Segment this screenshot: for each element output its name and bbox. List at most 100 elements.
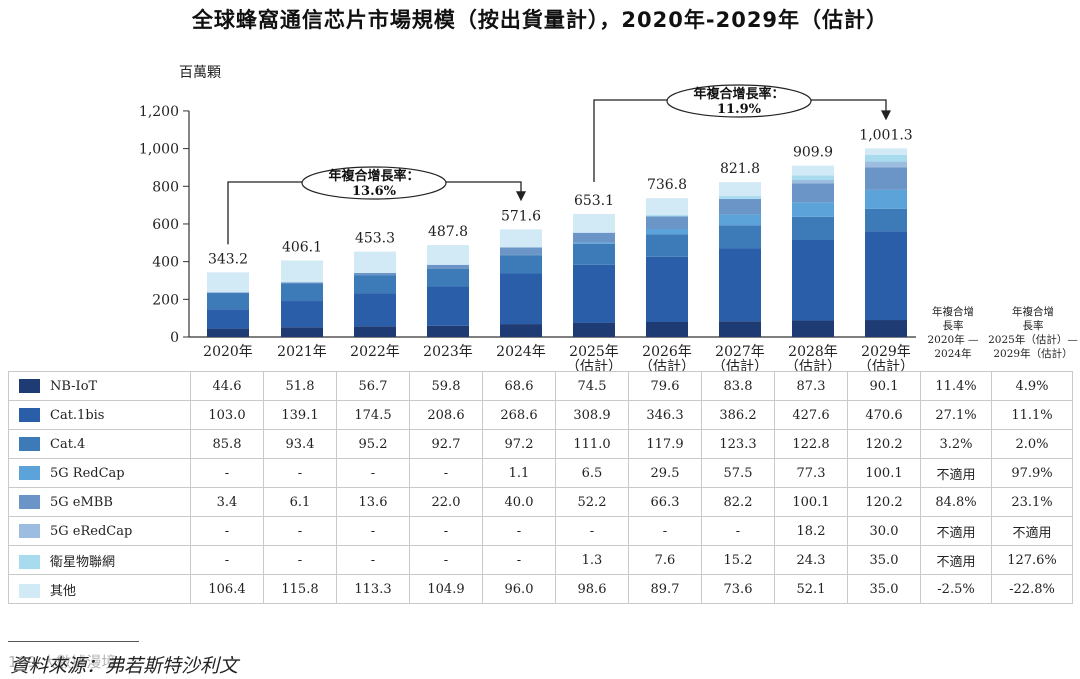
cagr-column-header: 2029年（估計） — [993, 347, 1072, 360]
bar-segment-5G eMBB — [792, 183, 834, 203]
table-cell-value: - — [409, 458, 483, 488]
table-cell-value: 100.1 — [774, 487, 848, 517]
table-row: 5G eRedCap - - - - - - - -18.2 30.0 不適用 不適用 — [8, 516, 1073, 546]
table-cell-value: 35.0 — [847, 574, 921, 604]
cagr-column-header: 長率 — [1023, 319, 1044, 332]
series-name: 5G eRedCap — [50, 523, 133, 539]
cagr-column-header: 長率 — [943, 319, 964, 332]
bar-segment-Cat.4 — [281, 283, 323, 302]
x-tick-label: 2021年 — [277, 344, 327, 360]
table-cell-value: 13.6 — [336, 487, 410, 517]
bar-segment-其他 — [573, 213, 615, 233]
table-cell-value: 35.0 — [847, 545, 921, 575]
table-cell-value: 52.1 — [774, 574, 848, 604]
bar-segment-5G eRedCap — [792, 180, 834, 184]
table-cell-cagr: 97.9% — [991, 458, 1073, 488]
table-cell-value: 123.3 — [701, 429, 775, 459]
bar-segment-5G eMBB — [281, 282, 323, 284]
bar-segment-Cat.4 — [792, 216, 834, 240]
table-cell-value: - — [336, 545, 410, 575]
table-cell-value: 74.5 — [555, 371, 629, 401]
table-cell-value: - — [336, 458, 410, 488]
table-cell-value: 104.9 — [409, 574, 483, 604]
bar-total-label: 736.8 — [647, 177, 687, 193]
bar-segment-5G RedCap — [792, 202, 834, 217]
bar-segment-衛星物聯網 — [865, 154, 907, 162]
table-cell-value: 308.9 — [555, 400, 629, 430]
bar-segment-Cat.1bis — [865, 231, 907, 321]
bar-segment-Cat.4 — [354, 275, 396, 294]
table-row: 衛星物聯網 - - - - -1.3 7.6 15.2 24.3 35.0 不適用 127.6% — [8, 545, 1073, 575]
table-cell-value: - — [701, 516, 775, 546]
table-cell-value: 22.0 — [409, 487, 483, 517]
table-cell-value: 83.8 — [701, 371, 775, 401]
cagr-label: 年複合增長率： — [693, 86, 784, 102]
bar-segment-5G eMBB — [719, 198, 761, 215]
table-cell-cagr: 不適用 — [991, 516, 1073, 546]
table-cell-value: - — [555, 516, 629, 546]
table-cell-value: 90.1 — [847, 371, 921, 401]
table-cell-value: 6.1 — [263, 487, 337, 517]
table-row: 5G RedCap - - - -1.1 6.5 29.5 57.5 77.3 100.1 不適用 9… — [8, 458, 1073, 488]
table-row: Cat.1bis 103.0 139.1 174.5 208.6 268.6 308.9 34… — [8, 400, 1073, 430]
table-cell-value: 97.2 — [482, 429, 556, 459]
series-name: Cat.4 — [50, 436, 86, 452]
bar-segment-Cat.4 — [427, 268, 469, 287]
bar-segment-Cat.1bis — [427, 286, 469, 326]
table-cell-value: 346.3 — [628, 400, 702, 430]
table-cell-value: 24.3 — [774, 545, 848, 575]
table-cell-cagr: 不適用 — [920, 458, 992, 488]
table-cell-value: 174.5 — [336, 400, 410, 430]
bar-total-label: 653.1 — [574, 193, 614, 209]
bar-segment-其他 — [792, 165, 834, 176]
table-cell-value: 92.7 — [409, 429, 483, 459]
table-cell-value: 66.3 — [628, 487, 702, 517]
bar-segment-NB-IoT — [354, 326, 396, 337]
x-tick-label: 2020年 — [203, 344, 253, 360]
table-cell-value: 1.1 — [482, 458, 556, 488]
cagr-label: 年複合增長率： — [328, 168, 419, 184]
bar-segment-NB-IoT — [427, 325, 469, 337]
bar-segment-衛星物聯網 — [719, 196, 761, 199]
table-cell-value: 87.3 — [774, 371, 848, 401]
table-cell-value: 120.2 — [847, 429, 921, 459]
bar-segment-NB-IoT — [500, 324, 542, 337]
table-cell-cagr: 11.1% — [991, 400, 1073, 430]
series-label: 5G RedCap — [8, 458, 191, 488]
y-tick-label: 1,000 — [139, 142, 179, 158]
bar-segment-Cat.4 — [207, 293, 249, 310]
cagr-column-header: 年複合增 — [1012, 305, 1054, 318]
data-table: NB-IoT 44.6 51.8 56.7 59.8 68.6 74.5 79.6 83.8 87… — [8, 371, 1073, 604]
table-cell-value: 100.1 — [847, 458, 921, 488]
bar-segment-5G eMBB — [865, 167, 907, 190]
bar-total-label: 343.2 — [208, 251, 248, 267]
bar-segment-5G eMBB — [573, 232, 615, 243]
table-cell-cagr: -22.8% — [991, 574, 1073, 604]
table-row: 其他 106.4 115.8 113.3 104.9 96.0 98.6 89.7 73.6 52… — [8, 574, 1073, 604]
table-cell-value: 44.6 — [190, 371, 264, 401]
bar-segment-NB-IoT — [719, 321, 761, 337]
legend-swatch — [19, 466, 40, 480]
table-cell-value: 7.6 — [628, 545, 702, 575]
x-tick-label: 2025年 — [569, 344, 619, 360]
y-axis-label: 百萬顆 — [179, 65, 221, 81]
table-cell-value: 51.8 — [263, 371, 337, 401]
bar-segment-NB-IoT — [865, 320, 907, 337]
watermark: 169 大數據漫境 — [8, 653, 117, 671]
table-cell-value: 57.5 — [701, 458, 775, 488]
series-name: 其他 — [50, 583, 77, 599]
bar-segment-5G RedCap — [573, 242, 615, 244]
cagr-arrowhead — [881, 110, 891, 121]
table-cell-value: - — [482, 545, 556, 575]
table-cell-value: - — [190, 458, 264, 488]
bar-segment-其他 — [865, 148, 907, 155]
table-cell-value: 29.5 — [628, 458, 702, 488]
series-name: Cat.1bis — [50, 407, 105, 423]
bar-total-label: 406.1 — [282, 239, 322, 255]
table-cell-value: 18.2 — [774, 516, 848, 546]
series-name: NB-IoT — [50, 378, 98, 394]
cagr-column-header: 2024年 — [934, 347, 971, 360]
table-cell-value: 89.7 — [628, 574, 702, 604]
table-cell-value: 120.2 — [847, 487, 921, 517]
bar-segment-Cat.1bis — [500, 273, 542, 325]
